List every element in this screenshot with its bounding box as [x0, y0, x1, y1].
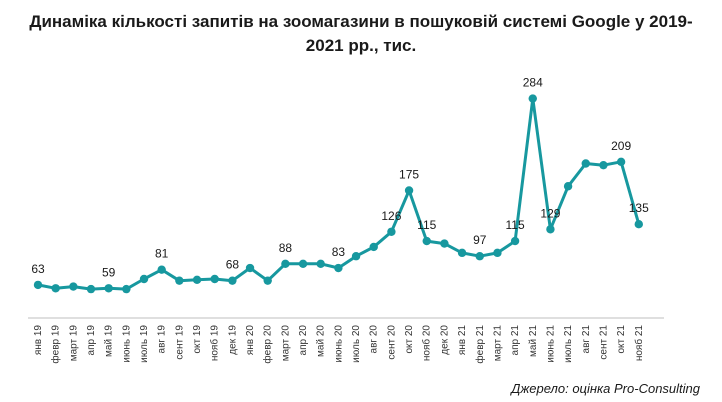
- x-tick-label: нояб 19: [209, 325, 221, 362]
- data-point-14: [263, 276, 272, 285]
- x-tick-label: май 20: [316, 325, 327, 357]
- x-tick-label: окт 20: [404, 325, 415, 354]
- x-tick-label: сент 19: [174, 325, 185, 360]
- x-tick-label: сент 20: [386, 325, 397, 360]
- x-tick-label: янв 19: [33, 325, 44, 356]
- data-label: 97: [473, 233, 487, 247]
- data-point-19: [351, 252, 361, 261]
- data-label: 115: [506, 218, 525, 232]
- data-point-27: [493, 248, 502, 258]
- data-point-26: [475, 252, 484, 261]
- data-point-4: [86, 284, 96, 294]
- data-point-28: [510, 236, 520, 246]
- data-point-35: [634, 219, 643, 229]
- data-point-25: [457, 248, 467, 258]
- data-point-2: [51, 284, 60, 293]
- data-point-9: [175, 276, 184, 285]
- data-labels: 63 59 81 68 88 83 126 175 115 97 115 284 129 209 135: [31, 76, 649, 280]
- x-tick-label: апр 20: [298, 325, 309, 356]
- data-label: 135: [629, 201, 649, 215]
- data-label: 175: [399, 167, 419, 181]
- x-tick-labels: янв 19 февр 19 март 19 апр 19 май 19 июнь 19 и…: [33, 325, 645, 364]
- data-point-30: [546, 225, 555, 234]
- data-label: 81: [155, 247, 169, 261]
- x-tick-label: нояб 21: [633, 325, 645, 362]
- data-point-15: [281, 259, 290, 269]
- x-tick-label: дек 20: [439, 325, 450, 355]
- data-label: 284: [523, 76, 543, 90]
- x-tick-label: май 19: [104, 325, 115, 357]
- data-point-16: [298, 259, 308, 269]
- data-label: 115: [417, 218, 436, 232]
- x-tick-label: февр 21: [474, 325, 486, 364]
- x-tick-label: янв 21: [457, 325, 468, 356]
- x-tick-label: июль 21: [563, 325, 574, 363]
- data-point-31: [563, 182, 573, 191]
- x-tick-label: апр 21: [510, 325, 521, 356]
- data-point-29: [528, 94, 537, 103]
- data-label: 59: [102, 265, 116, 279]
- chart-title: Динаміка кількості запитів на зоомагазин…: [29, 12, 693, 55]
- data-point-18: [334, 263, 343, 273]
- data-label: 63: [31, 262, 45, 276]
- data-point-7: [139, 274, 149, 284]
- data-label: 126: [381, 209, 401, 223]
- x-tick-label: июнь 21: [545, 325, 556, 363]
- x-tick-label: сент 21: [598, 325, 609, 360]
- data-label: 83: [332, 245, 346, 259]
- data-point-13: [245, 263, 255, 273]
- data-point-34: [616, 157, 626, 167]
- x-tick-label: апр 19: [86, 325, 97, 356]
- x-tick-label: окт 19: [192, 325, 203, 354]
- x-tick-label: авг 19: [157, 325, 168, 354]
- x-tick-label: июль 20: [351, 325, 362, 363]
- data-point-3: [69, 282, 78, 291]
- x-tick-label: июнь 20: [333, 325, 344, 363]
- data-point-23: [422, 236, 431, 246]
- data-point-1: [33, 280, 43, 290]
- data-label: 209: [611, 139, 631, 153]
- x-tick-label: июнь 19: [121, 325, 132, 363]
- data-point-8: [157, 265, 166, 274]
- x-tick-label: февр 20: [262, 325, 274, 364]
- x-tick-label: янв 20: [245, 325, 256, 356]
- data-point-24: [440, 239, 449, 248]
- data-point-12: [228, 276, 237, 285]
- data-label: 88: [279, 241, 293, 255]
- data-point-21: [387, 227, 396, 236]
- data-label: 129: [540, 206, 560, 220]
- data-point-33: [599, 160, 608, 170]
- data-label: 68: [226, 258, 240, 272]
- x-tick-label: авг 21: [581, 325, 592, 354]
- data-point-10: [192, 275, 202, 285]
- x-tick-label: май 21: [528, 325, 539, 357]
- x-tick-label: авг 20: [369, 325, 380, 354]
- data-point-5: [104, 284, 113, 293]
- series-markers: [33, 94, 643, 294]
- source-note: Джерело: оцінка Pro-Consulting: [511, 381, 700, 396]
- data-point-20: [369, 242, 378, 252]
- x-tick-label: июль 19: [139, 325, 150, 363]
- x-tick-label: март 20: [280, 325, 291, 362]
- x-tick-label: март 21: [492, 325, 503, 362]
- x-tick-label: март 19: [68, 325, 79, 362]
- data-point-6: [122, 284, 131, 294]
- data-point-17: [316, 259, 325, 269]
- x-tick-label: февр 19: [50, 325, 62, 364]
- data-point-22: [404, 186, 414, 195]
- series-line: [37, 97, 641, 291]
- x-tick-label: дек 19: [227, 325, 238, 355]
- x-tick-label: нояб 20: [421, 325, 433, 362]
- data-point-11: [210, 274, 219, 284]
- data-point-32: [581, 159, 590, 168]
- x-tick-label: окт 21: [616, 325, 627, 354]
